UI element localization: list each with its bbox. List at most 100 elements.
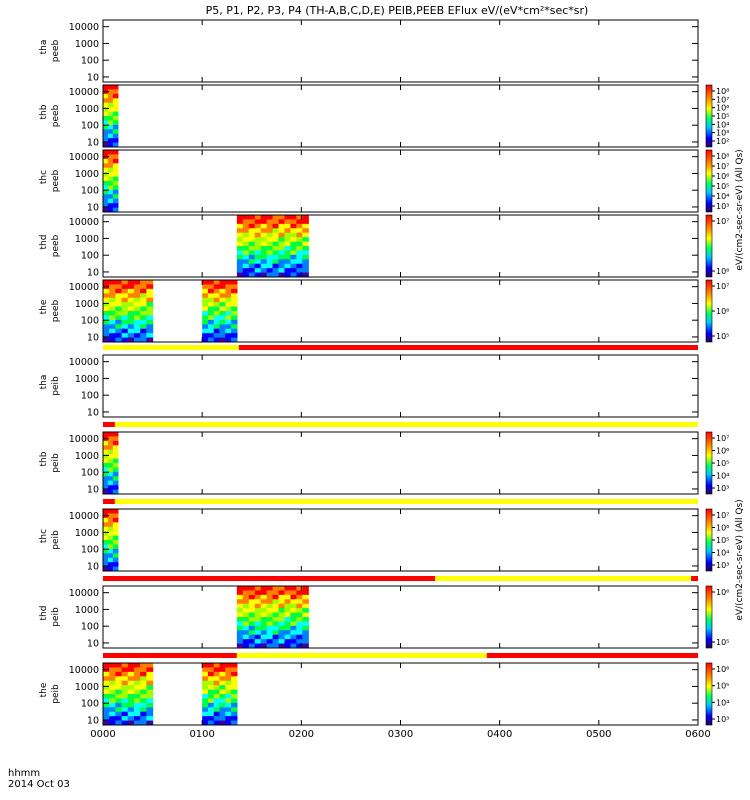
spectrogram-cell [127,689,135,695]
spectrogram-cell [260,599,268,605]
spectrogram-cell [260,272,268,277]
spectrogram-cell [225,698,232,704]
spectrogram-cell [115,689,123,695]
product-label: peeb [51,299,61,322]
spectrogram-cell [202,284,209,290]
spectrogram-cell [278,232,286,238]
spectrogram-cell [225,680,232,686]
spectrogram-cell [202,689,209,695]
spectrogram-cell [296,268,303,274]
y-tick-label: 10000 [69,588,99,599]
spectrogram-cell [219,698,226,704]
spectrogram-cell [225,302,232,308]
spectrogram-cell [207,311,215,317]
y-tick-label: 1000 [75,451,99,462]
spectrogram-cell [103,471,109,477]
spectrogram-cell [107,513,114,519]
spectrogram-cell [133,311,141,317]
spectrogram-cell [115,707,123,713]
y-tick-label: 10000 [69,357,99,368]
spectrogram-cell [236,254,244,260]
spectrogram-cell [133,297,141,303]
spectrogram-cell [127,293,135,299]
spectrogram-cell [260,259,268,265]
spectrogram-cell [127,685,135,691]
spectrogram-cell [213,293,221,299]
spectrogram-cell [296,630,303,636]
spectrogram-cell [296,586,303,592]
spectrogram-cell [112,517,119,523]
spectrogram-cell [140,280,147,286]
spectrogram-cell [272,223,280,229]
spectrogram-cell [127,328,135,334]
spectrogram-cell [290,219,297,225]
spectrogram-cell [296,643,303,648]
y-tick-label: 10000 [69,87,99,98]
spectrogram-cell [242,621,250,627]
spectrogram-cell [213,671,221,677]
spectrogram-cell [231,702,238,708]
spectrogram-cell [103,297,110,303]
spectrogram-cell [112,471,119,477]
spectrogram-cell [112,185,119,191]
spectrogram-cell [296,639,303,645]
colorbar [705,508,713,572]
spectrogram-cell [103,333,110,339]
spectrogram-cell [112,476,119,482]
spectrogram-cell [103,142,109,147]
spectrogram-cell [103,172,109,178]
spectrogram-cell [231,711,238,717]
spectrogram-cell [140,293,147,299]
spectrogram-cell [115,680,123,686]
spectrogram-cell [202,676,209,682]
spectrogram-cell [107,124,114,130]
status-bar-yellow [114,422,698,427]
spectrogram-cell [109,698,116,704]
spectrogram-cell [207,716,215,722]
spectrogram-cell [278,599,286,605]
spectrogram-cell [231,293,238,299]
spectrogram-cell [296,223,303,229]
spectrogram-cell [103,150,109,156]
colorbar-tick-label: 10⁵ [716,459,729,468]
spectrogram-cell [207,676,215,682]
spectrogram-cell [272,599,280,605]
spectrogram-cell [140,707,147,713]
spectrogram-data [103,663,238,725]
spectrogram-cell [236,612,244,618]
spectrogram-cell [231,698,238,704]
spectrogram-cell [107,517,114,523]
spectrogram-cell [254,250,262,256]
spectrogram-cell [219,337,226,342]
spectrogram-cell [112,557,119,563]
spectrogram-cell [236,643,244,648]
spectrogram-cell [202,297,209,303]
spectrogram-cell [278,215,286,221]
spectrogram-cell [272,215,280,221]
spectrogram-cell [109,302,116,308]
spectrogram-cell [231,311,238,317]
spectrogram-cell [133,698,141,704]
spectrogram-cell [103,671,110,677]
spectrogram-cell [290,612,297,618]
spectrogram-cell [254,603,262,609]
spectrogram-cell [107,544,114,550]
spectrogram-cell [231,676,238,682]
spectrogram-cell [103,458,109,464]
spectrogram-cell [254,259,262,265]
spectrogram-cell [121,319,129,325]
spectrogram-cell [127,663,135,669]
spectrogram-cell [266,272,274,277]
spectrogram-cell [112,207,119,212]
spectrogram-cell [115,297,123,303]
spectrogram-cell [231,333,238,339]
spectrogram-cell [140,698,147,704]
spectrogram-cell [302,254,309,260]
spectrogram-cell [202,680,209,686]
spectrogram-cell [272,268,280,274]
y-tick-label: 1000 [75,374,99,385]
spectrogram-cell [254,608,262,614]
status-bar-yellow [236,653,487,658]
spectrogram-cell [266,254,274,260]
spectrogram-cell [231,337,238,342]
